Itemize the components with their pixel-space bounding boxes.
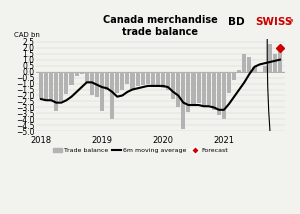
Bar — [207, 72, 211, 105]
Bar — [196, 72, 201, 103]
Text: ↗: ↗ — [287, 17, 294, 26]
Bar — [115, 72, 119, 93]
Bar — [80, 72, 84, 74]
Bar — [191, 72, 196, 106]
Bar — [222, 72, 226, 119]
Bar — [186, 72, 191, 112]
Bar — [253, 67, 256, 72]
Bar — [141, 72, 145, 85]
Bar — [278, 48, 282, 72]
Text: SWISS: SWISS — [255, 17, 292, 27]
Bar — [120, 72, 124, 89]
Bar — [273, 54, 277, 72]
Bar — [181, 72, 185, 129]
Title: Canada merchandise
trade balance: Canada merchandise trade balance — [103, 15, 218, 37]
Bar — [70, 72, 74, 85]
Bar — [262, 66, 267, 72]
Bar — [161, 72, 165, 88]
Bar — [232, 72, 236, 80]
Bar — [54, 72, 58, 111]
Text: CAD bn: CAD bn — [14, 32, 39, 38]
Bar — [151, 72, 155, 86]
Bar — [110, 72, 114, 119]
Legend: Trade balance, 6m moving average, Forecast: Trade balance, 6m moving average, Foreca… — [50, 146, 231, 156]
Bar — [242, 54, 246, 72]
Bar — [100, 72, 104, 111]
Bar — [202, 72, 206, 106]
Bar — [212, 72, 216, 110]
Bar — [90, 72, 94, 95]
Bar — [39, 72, 43, 99]
Bar — [237, 70, 241, 72]
Bar — [146, 72, 150, 83]
Bar — [75, 72, 79, 76]
Bar — [49, 72, 53, 100]
Bar — [156, 72, 160, 87]
Bar — [130, 72, 134, 89]
Bar — [44, 72, 48, 101]
Bar — [85, 72, 89, 82]
Bar — [248, 57, 251, 72]
Bar — [64, 72, 68, 94]
Bar — [227, 72, 231, 93]
Bar — [258, 72, 262, 73]
Bar — [217, 72, 221, 114]
Bar — [171, 72, 175, 99]
Bar — [166, 72, 170, 89]
Bar — [268, 44, 272, 72]
Bar — [59, 72, 63, 101]
Bar — [105, 72, 109, 89]
Text: BD: BD — [228, 17, 244, 27]
Bar — [136, 72, 140, 86]
Bar — [176, 72, 180, 107]
Bar — [125, 72, 130, 83]
Bar — [95, 72, 99, 97]
